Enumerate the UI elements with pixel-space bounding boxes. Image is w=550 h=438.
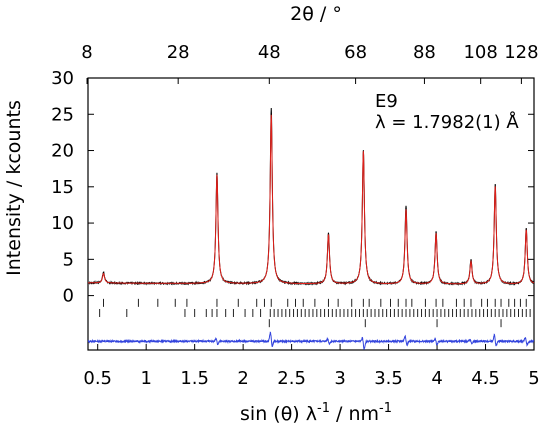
y-tick-label: 20 <box>51 141 74 162</box>
top-tick-label: 28 <box>167 42 190 63</box>
y-tick-label: 15 <box>51 177 74 198</box>
top-tick-label: 128 <box>504 42 538 63</box>
x-axis-label-mid: / nm <box>330 403 379 425</box>
x-tick-label: 1.5 <box>180 368 209 389</box>
top-axis-label: 2θ / ° <box>290 3 342 25</box>
y-tick-label: 0 <box>63 286 74 307</box>
top-tick-label: 48 <box>258 42 281 63</box>
y-tick-label: 5 <box>63 249 74 270</box>
x-axis-label: sin (θ) λ-1 / nm-1 <box>240 401 392 425</box>
x-tick-label: 2.5 <box>277 368 306 389</box>
x-tick-label: 2 <box>237 368 248 389</box>
top-tick-label: 8 <box>81 42 92 63</box>
x-tick-label: 4 <box>431 368 442 389</box>
x-axis-label-sup2: -1 <box>379 401 392 416</box>
x-tick-label: 5 <box>528 368 539 389</box>
annotation-sample: E9 <box>375 91 398 112</box>
x-tick-label: 3.5 <box>374 368 403 389</box>
y-axis-label: Intensity / kcounts <box>3 100 25 276</box>
x-axis-label-sup1: -1 <box>317 401 330 416</box>
annotation-wavelength: λ = 1.7982(1) Å <box>375 111 519 133</box>
x-axis-label-main: sin (θ) λ <box>240 403 317 425</box>
y-tick-label: 30 <box>51 68 74 89</box>
y-tick-label: 25 <box>51 104 74 125</box>
observed-series <box>87 107 535 287</box>
calculated-series <box>88 114 535 285</box>
x-tick-label: 0.5 <box>83 368 112 389</box>
x-tick-label: 4.5 <box>471 368 500 389</box>
difference-series <box>87 331 535 350</box>
plot-frame <box>87 77 535 351</box>
x-tick-label: 1 <box>140 368 151 389</box>
top-tick-label: 68 <box>344 42 367 63</box>
y-tick-label: 10 <box>51 213 74 234</box>
x-tick-label: 3 <box>334 368 345 389</box>
top-tick-label: 108 <box>463 42 497 63</box>
top-tick-label: 88 <box>413 42 436 63</box>
